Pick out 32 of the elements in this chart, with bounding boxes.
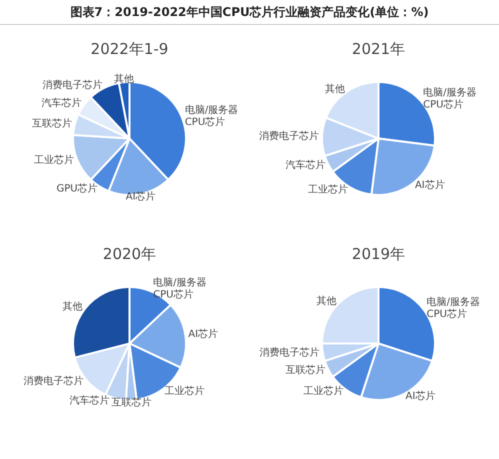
- slice-label: GPU芯片: [56, 182, 98, 194]
- chart-title: 2022年1-9: [90, 40, 168, 58]
- slice-label: 汽车芯片: [285, 159, 326, 172]
- slice-label: 互联芯片: [285, 364, 326, 376]
- slice-label: 消费电子芯片: [259, 130, 320, 142]
- slice-label: 其他: [316, 295, 336, 308]
- slice-label: 其他: [325, 82, 346, 95]
- slice-label: AI芯片: [188, 328, 218, 340]
- slice-label: 其他: [114, 72, 134, 85]
- slice-label: AI芯片: [126, 190, 156, 203]
- slice-label: AI芯片: [406, 390, 436, 402]
- slice-label: 电脑/服务器 CPU芯片: [184, 104, 238, 128]
- slice-label: 汽车芯片: [41, 97, 82, 110]
- slice-label: AI芯片: [414, 179, 445, 192]
- slice-label: 互联芯片: [32, 117, 72, 130]
- slice-label: 工业芯片: [308, 183, 348, 196]
- slice-label: 消费电子芯片: [260, 346, 320, 358]
- slice-label: 工业芯片: [304, 385, 344, 398]
- chart-title: 2021年: [352, 40, 406, 58]
- slice-label: 工业芯片: [164, 385, 204, 398]
- chart-title: 2019年: [352, 244, 406, 263]
- slice-label: 电脑/服务器 CPU芯片: [423, 86, 477, 111]
- text: 图表7：2019-2022年中国CPU芯片行业融资产品变化(单位：%): [70, 5, 429, 19]
- chart-title: 2020年: [102, 244, 156, 263]
- slice-label: 消费电子芯片: [24, 375, 84, 388]
- slice-label: 电脑/服务器 CPU芯片: [153, 276, 207, 300]
- slice-label: 消费电子芯片: [42, 79, 102, 92]
- slice-label: 汽车芯片: [69, 394, 110, 407]
- slice-label: 互联芯片: [111, 396, 152, 409]
- slice-label: 工业芯片: [34, 154, 74, 166]
- slice-label: 电脑/服务器 CPU芯片: [426, 296, 480, 320]
- slice-label: 其他: [62, 300, 82, 313]
